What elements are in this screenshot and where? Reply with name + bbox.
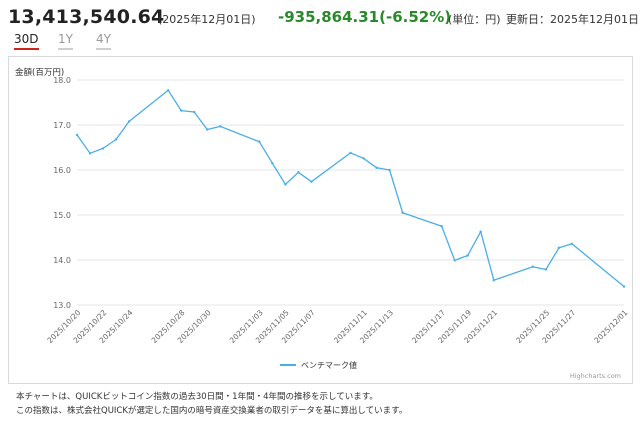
data-point[interactable] (258, 140, 261, 143)
data-point[interactable] (75, 133, 79, 137)
y-tick-label: 17.0 (53, 121, 71, 130)
updated-date: 更新日：2025年12月01日 (506, 13, 639, 26)
data-point[interactable] (388, 168, 391, 172)
data-point[interactable] (179, 109, 183, 112)
data-point[interactable] (271, 162, 274, 165)
line-chart: 13.0 14.0 15.0 16.0 17.0 18.0 2025/10/202025/… (15, 67, 630, 380)
tab-1y[interactable]: 1Y (58, 32, 73, 50)
y-tick-label: 18.0 (53, 76, 71, 85)
data-point[interactable] (284, 183, 287, 186)
y-axis-label: 金額(百万円) (15, 67, 64, 78)
data-point[interactable] (349, 151, 352, 155)
legend[interactable]: ベンチマーク値 (280, 360, 357, 370)
data-point[interactable] (622, 285, 626, 288)
data-point[interactable] (310, 180, 313, 183)
data-point[interactable] (127, 120, 131, 123)
grid-lines (77, 79, 624, 306)
data-point[interactable] (440, 225, 443, 228)
data-point[interactable] (375, 166, 378, 169)
data-point[interactable] (466, 254, 469, 257)
y-tick-label: 13.0 (53, 301, 71, 310)
data-point[interactable] (362, 157, 365, 160)
price-change: -935,864.31(-6.52%) (278, 8, 452, 26)
y-tick-labels: 13.0 14.0 15.0 16.0 17.0 18.0 (53, 76, 71, 310)
series-layer (75, 89, 626, 288)
tab-30d[interactable]: 30D (14, 32, 39, 50)
summary-header: 13,413,540.64 (2025年12月01日) -935,864.31(… (8, 2, 639, 32)
data-point[interactable] (544, 268, 548, 271)
footnotes: 本チャートは、QUICKビットコイン指数の過去30日間・1年間・4年間の推移を示… (16, 390, 407, 418)
chart-credit[interactable]: Highcharts.com (570, 372, 621, 380)
data-point[interactable] (166, 89, 170, 92)
legend-label[interactable]: ベンチマーク値 (301, 360, 357, 370)
y-tick-label: 15.0 (53, 211, 71, 220)
data-point[interactable] (492, 279, 495, 282)
chart-container: 13.0 14.0 15.0 16.0 17.0 18.0 2025/10/20 2025/… (8, 56, 633, 384)
y-tick-label: 14.0 (53, 256, 71, 265)
data-point[interactable] (453, 259, 456, 262)
unit-label: (単位：円) (448, 13, 501, 26)
data-point[interactable] (557, 246, 561, 250)
tab-4y[interactable]: 4Y (96, 32, 111, 50)
data-point[interactable] (193, 110, 196, 114)
y-tick-label: 16.0 (53, 166, 71, 175)
price-date: (2025年12月01日) (158, 13, 256, 26)
data-point[interactable] (88, 152, 92, 155)
data-point[interactable] (206, 128, 209, 131)
data-point[interactable] (531, 265, 535, 268)
index-price: 13,413,540.64 (8, 6, 165, 28)
footnote-line: 本チャートは、QUICKビットコイン指数の過去30日間・1年間・4年間の推移を示… (16, 392, 378, 402)
x-tick-label: 2025/12/01 (592, 308, 629, 345)
data-point[interactable] (219, 125, 222, 128)
series-line[interactable] (76, 89, 625, 288)
data-point[interactable] (570, 242, 574, 245)
data-point[interactable] (479, 230, 482, 233)
data-point[interactable] (401, 211, 404, 214)
data-point[interactable] (297, 171, 300, 174)
footnote-line: この指数は、株式会社QUICKが選定した国内の暗号資産交換業者の取引データを基に… (16, 406, 408, 416)
data-point[interactable] (101, 147, 105, 150)
data-point[interactable] (114, 138, 118, 141)
